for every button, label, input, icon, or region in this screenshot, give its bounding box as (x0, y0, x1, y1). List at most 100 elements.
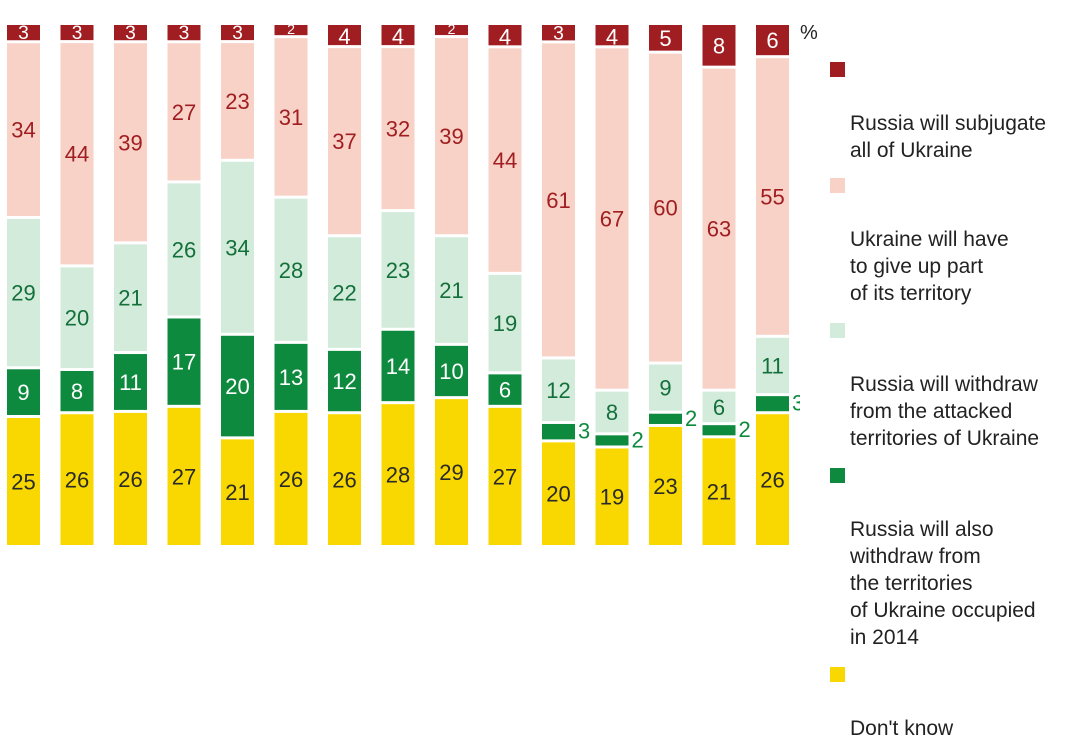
bar-10-subjugate (488, 25, 522, 46)
bar-6-give-up-territory (274, 38, 308, 196)
bar-8-give-up-territory (381, 48, 415, 210)
bar-2-withdraw-attacked (60, 267, 94, 368)
bar-6-withdraw-attacked-label: 28 (279, 258, 303, 283)
bar-13-subjugate (649, 25, 682, 51)
bar-2-dont-know (60, 414, 94, 545)
bar-8-give-up-territory-label: 32 (386, 117, 410, 142)
legend-swatch-withdraw-2014 (830, 468, 845, 483)
bar-8-withdraw-2014-label: 14 (386, 354, 410, 379)
bar-4-subjugate-label: 3 (179, 23, 190, 44)
legend-label-withdraw-2014: Russia will also withdraw from the terri… (850, 518, 1036, 649)
bar-2-dont-know-label: 26 (65, 468, 89, 493)
bar-11-subjugate-label: 3 (553, 22, 564, 44)
bar-14-subjugate-label: 8 (713, 33, 725, 58)
bar-7-dont-know-label: 26 (332, 468, 356, 493)
stacked-bar-chart: 3342992534420826339211126327261727323342… (7, 21, 800, 545)
bar-10-withdraw-2014 (488, 374, 522, 405)
bar-6-subjugate (274, 25, 308, 36)
bar-10-give-up-territory-label: 44 (493, 148, 517, 173)
bar-1-withdraw-2014-label: 9 (17, 380, 29, 405)
bar-10-withdraw-attacked (488, 274, 522, 372)
bar-15-withdraw-2014-label: 3 (792, 391, 800, 416)
bar-5-subjugate-label: 3 (232, 23, 243, 44)
bar-1-give-up-territory-label: 34 (11, 118, 35, 143)
bar-2-subjugate-label: 3 (72, 23, 83, 44)
bar-13-dont-know (649, 426, 682, 545)
bar-7-dont-know (328, 414, 361, 545)
bar-14-subjugate (702, 25, 736, 66)
bar-7-subjugate-label: 4 (338, 24, 350, 49)
bar-7-withdraw-2014 (328, 350, 361, 412)
bar-12-withdraw-2014-label: 2 (632, 427, 644, 452)
bar-3-give-up-territory-label: 39 (118, 130, 142, 155)
bar-14-dont-know (702, 438, 736, 545)
bar-13-subjugate-label: 5 (659, 26, 671, 51)
bar-3-dont-know (114, 412, 147, 545)
bar-3-subjugate-label: 3 (125, 23, 136, 44)
bar-11-withdraw-2014-label: 3 (578, 419, 590, 444)
bar-15-withdraw-attacked (756, 337, 789, 394)
bar-2-withdraw-2014-label: 8 (71, 379, 83, 404)
bar-9-withdraw-attacked (435, 237, 468, 343)
bar-2-withdraw-2014 (60, 370, 94, 412)
bar-8-withdraw-attacked (381, 212, 415, 328)
bar-9-dont-know-label: 29 (439, 460, 463, 485)
bar-9-subjugate (435, 25, 468, 36)
bar-12-withdraw-attacked (595, 391, 629, 433)
bar-9-give-up-territory (435, 38, 468, 235)
bar-1-give-up-territory (7, 43, 40, 216)
bar-4-give-up-territory-label: 27 (172, 100, 196, 125)
bar-5-withdraw-2014-label: 20 (225, 374, 249, 399)
bar-2-give-up-territory (60, 43, 94, 265)
bar-10-give-up-territory (488, 48, 522, 272)
bar-14-give-up-territory (702, 68, 736, 389)
bar-15-subjugate-label: 6 (766, 28, 778, 53)
legend-item-give-up-territory: Ukraine will have to give up part of its… (830, 172, 1080, 307)
bar-9-give-up-territory-label: 39 (439, 124, 463, 149)
bar-11-subjugate (542, 25, 575, 41)
legend-swatch-give-up-territory (830, 178, 845, 193)
legend-item-withdraw-attacked: Russia will withdraw from the attacked t… (830, 317, 1080, 452)
legend-swatch-subjugate (830, 62, 845, 77)
bar-13-withdraw-2014 (649, 413, 682, 424)
bar-14-withdraw-attacked (702, 391, 736, 423)
bar-3-withdraw-2014 (114, 354, 147, 410)
legend-item-subjugate: Russia will subjugate all of Ukraine (830, 56, 1080, 164)
bar-5-withdraw-attacked (221, 161, 254, 333)
bar-12-give-up-territory (595, 48, 629, 389)
bar-8-withdraw-2014 (381, 330, 415, 402)
bar-11-give-up-territory-label: 61 (546, 188, 570, 213)
bar-4-withdraw-attacked (167, 183, 201, 316)
bar-9-subjugate-label: 2 (448, 21, 456, 37)
bar-3-withdraw-attacked-label: 21 (118, 286, 142, 311)
bar-2-subjugate (60, 25, 94, 41)
bar-3-dont-know-label: 26 (118, 467, 142, 492)
bar-6-withdraw-attacked (274, 198, 308, 341)
bar-8-withdraw-attacked-label: 23 (386, 258, 410, 283)
bar-14-withdraw-attacked-label: 6 (713, 395, 725, 420)
bar-6-withdraw-2014 (274, 343, 308, 410)
bar-11-dont-know (542, 442, 575, 545)
bar-12-dont-know (595, 448, 629, 545)
bar-5-give-up-territory-label: 23 (225, 89, 249, 114)
bar-3-subjugate (114, 25, 147, 41)
legend-swatch-withdraw-attacked (830, 323, 845, 338)
bar-5-subjugate (221, 25, 254, 41)
bar-15-dont-know-label: 26 (760, 468, 784, 493)
bar-11-give-up-territory (542, 43, 575, 357)
bar-9-withdraw-attacked-label: 21 (439, 278, 463, 303)
bar-12-withdraw-attacked-label: 8 (606, 400, 618, 425)
bar-10-subjugate-label: 4 (499, 24, 511, 49)
legend-label-dont-know: Don't know (850, 717, 954, 740)
bar-5-dont-know-label: 21 (225, 480, 249, 505)
bar-8-subjugate (381, 25, 415, 46)
bar-1-withdraw-attacked-label: 29 (11, 281, 35, 306)
bar-6-dont-know-label: 26 (279, 467, 303, 492)
legend-swatch-dont-know (830, 667, 845, 682)
bar-9-withdraw-2014-label: 10 (439, 359, 463, 384)
bar-7-withdraw-2014-label: 12 (332, 369, 356, 394)
bar-4-withdraw-2014 (167, 318, 201, 405)
bar-5-dont-know (221, 439, 254, 545)
bar-12-dont-know-label: 19 (600, 485, 624, 510)
bar-3-give-up-territory (114, 43, 147, 242)
